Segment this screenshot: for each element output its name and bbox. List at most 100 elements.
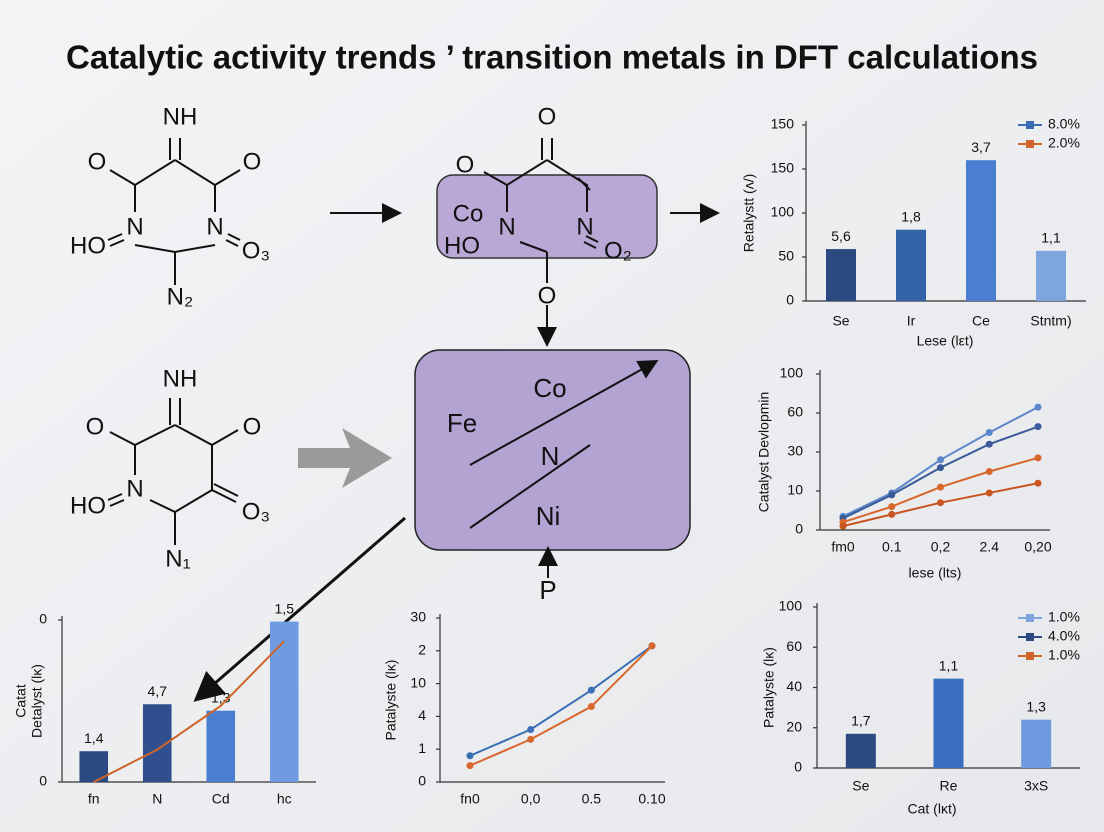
point — [466, 762, 474, 770]
bar — [966, 160, 996, 301]
arrow — [469, 444, 591, 529]
title: Catalytic activity trends ’ transition m… — [66, 39, 1038, 76]
x-tick-label: 0.5 — [582, 791, 602, 807]
bar — [1036, 250, 1066, 301]
atom-label: N — [206, 213, 223, 240]
bar-annotation: 1,3 — [1026, 698, 1046, 714]
atom-label: O₂ — [604, 237, 632, 264]
metal-label: Fe — [447, 408, 477, 438]
legend-label: 1.0% — [1048, 609, 1080, 625]
y-tick-label: 30 — [787, 443, 803, 459]
atom-label: O — [243, 413, 262, 440]
metal-label: N — [541, 441, 560, 471]
legend-swatch — [1026, 633, 1034, 641]
atom-label: O₃ — [242, 237, 270, 264]
atom-label: HO — [70, 232, 106, 259]
bar-annotation: 1,4 — [84, 730, 104, 746]
legend-label: 8.0% — [1048, 116, 1080, 132]
point — [937, 483, 944, 491]
legend-label: 4.0% — [1048, 628, 1080, 644]
point — [466, 752, 474, 760]
y-tick-label: 100 — [779, 598, 803, 614]
atom-label: N₁ — [165, 545, 190, 572]
y-tick-label: 100 — [780, 365, 804, 381]
metal-label: Ni — [536, 501, 561, 531]
x-tick-label: N — [152, 791, 162, 807]
point — [888, 491, 896, 499]
legend-swatch — [1026, 614, 1034, 622]
point — [888, 503, 896, 511]
atom-label: Co — [453, 200, 484, 227]
bar-annotation: 4,7 — [148, 683, 168, 699]
arrow — [193, 516, 406, 702]
atom-label: O — [243, 148, 262, 175]
y-tick-label: 100 — [771, 204, 795, 220]
y-tick-label: 0 — [39, 773, 47, 789]
atom-label: N — [498, 213, 515, 240]
bar-annotation: 3,7 — [971, 139, 991, 155]
point — [937, 456, 944, 464]
y-tick-label: 10 — [787, 482, 803, 498]
legend-swatch — [1026, 652, 1034, 660]
x-tick-label: Cd — [212, 791, 230, 807]
atom-label: O₃ — [242, 498, 270, 525]
bar-annotation: 1,5 — [275, 600, 295, 616]
atom-label: O — [538, 282, 557, 309]
atom-label: O — [86, 413, 105, 440]
point — [985, 429, 993, 436]
y-tick-label: 0 — [794, 759, 802, 775]
point — [1034, 423, 1042, 431]
bar — [1021, 719, 1052, 768]
molecule-bottom: NH O O N HO O₃ N₁ — [70, 365, 270, 572]
x-tick-label: Se — [852, 778, 869, 794]
y-tick-label: 0 — [418, 773, 426, 789]
x-tick-label: 0.1 — [882, 539, 902, 555]
point — [937, 464, 944, 472]
y-axis-label: Patalyste (lκ) — [761, 647, 777, 728]
y-axis-label: Catalyst Devlopmin — [756, 392, 772, 513]
arrow — [298, 428, 392, 488]
x-tick-label: 0,2 — [931, 539, 951, 555]
y-axis-label: Retalystt (ʌ/) — [741, 174, 757, 253]
legend-label: 1.0% — [1048, 647, 1080, 663]
y-tick-label: 150 — [771, 116, 795, 132]
point — [587, 703, 595, 711]
bar-annotation: 1,7 — [851, 712, 871, 728]
y-tick-label: 10 — [410, 674, 426, 690]
y-axis-label: Catat — [13, 684, 29, 718]
bar — [206, 710, 236, 782]
x-tick-label: fm0 — [831, 539, 855, 555]
bar — [845, 733, 876, 768]
point — [985, 468, 993, 475]
point — [587, 686, 595, 694]
molecule-top: NH O O N N HO O₃ N₂ — [70, 103, 270, 310]
atom-label: HO — [70, 492, 106, 519]
y-axis-label: Patalyste (lκ) — [383, 660, 399, 741]
y-tick-label: 2 — [418, 642, 426, 658]
bar-annotation: 1,1 — [939, 657, 959, 673]
point — [1034, 403, 1042, 411]
x-tick-label: Re — [940, 778, 958, 794]
point — [985, 440, 993, 448]
legend-swatch — [1026, 140, 1034, 148]
p-label: P — [539, 575, 556, 605]
point — [839, 522, 847, 530]
series-line — [469, 645, 653, 757]
x-tick-label: 2.4 — [980, 539, 1000, 555]
y-tick-label: 0 — [39, 611, 47, 627]
y-tick-label: 4 — [418, 707, 426, 723]
point — [527, 735, 535, 743]
x-tick-label: 3xS — [1024, 778, 1048, 794]
x-tick-label: fn0 — [460, 791, 480, 807]
point — [888, 510, 896, 518]
bar — [933, 678, 964, 768]
atom-label: N — [126, 475, 143, 502]
y-tick-label: 60 — [786, 638, 802, 654]
x-tick-label: hc — [277, 791, 292, 807]
y-tick-label: 50 — [778, 248, 794, 264]
bar — [896, 229, 926, 301]
series-line — [469, 645, 653, 767]
x-tick-label: 0,20 — [1024, 539, 1051, 555]
y-tick-label: 0 — [786, 292, 794, 308]
